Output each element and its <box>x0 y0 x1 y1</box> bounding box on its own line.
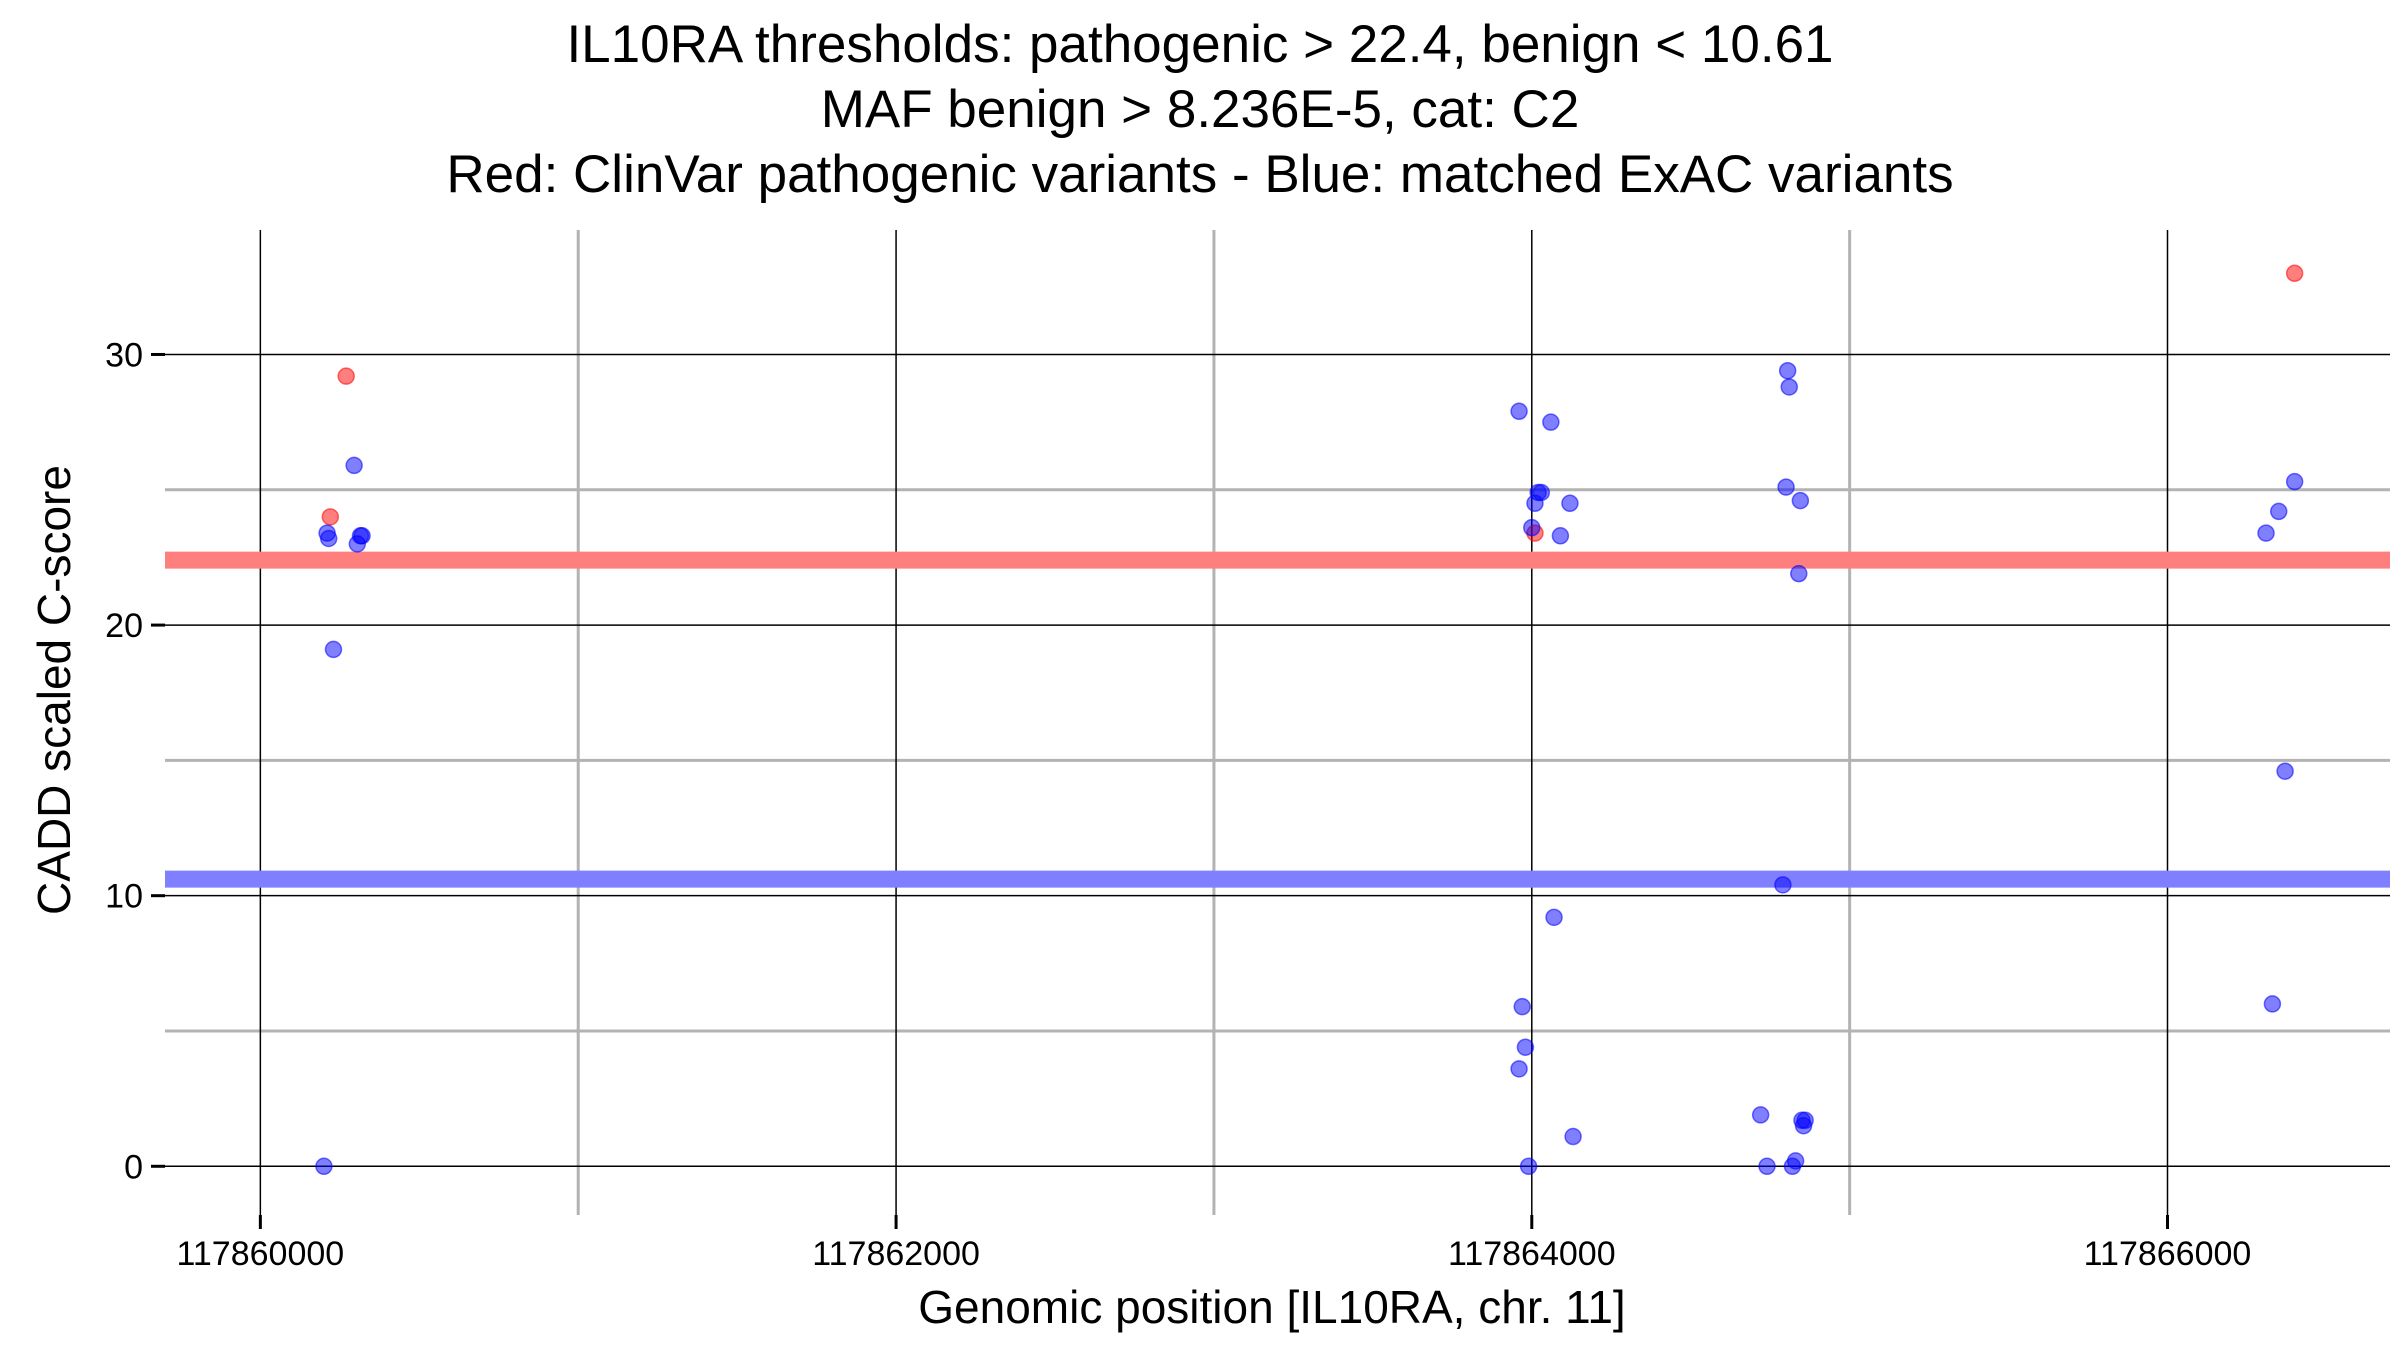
data-point <box>1777 478 1795 496</box>
data-point <box>337 367 355 385</box>
x-tick-label: 117860000 <box>177 1235 345 1273</box>
data-point <box>1510 402 1528 421</box>
data-point <box>2263 995 2282 1013</box>
data-point <box>1564 1127 1582 1146</box>
data-point <box>1751 1106 1770 1124</box>
data-point <box>1796 1111 1814 1130</box>
y-tick-label: 10 <box>105 878 143 916</box>
axis-ticks <box>151 352 2169 1229</box>
data-point <box>353 527 371 545</box>
data-point <box>1523 518 1541 537</box>
tick-labels: 117860000 117862000 117864000 117866000 0 10 2… <box>105 336 2251 1273</box>
data-point <box>1774 876 1792 894</box>
threshold-lines <box>165 551 2390 888</box>
y-tick-label: 0 <box>124 1148 143 1186</box>
data-point <box>315 1157 333 1176</box>
y-axis-label: CADD scaled C-score <box>28 465 80 915</box>
data-point <box>1545 908 1563 927</box>
data-point <box>321 508 340 526</box>
data-points <box>315 264 2304 1176</box>
data-point <box>1561 494 1579 513</box>
data-point <box>1791 491 1810 510</box>
data-point <box>1513 997 1531 1016</box>
data-point <box>1516 1038 1535 1056</box>
data-point <box>1551 527 1570 545</box>
major-gridlines <box>165 230 2390 1215</box>
y-tick-label: 20 <box>105 607 143 645</box>
data-point <box>1780 378 1798 396</box>
data-point <box>345 456 363 475</box>
x-tick-label: 117862000 <box>812 1235 980 1273</box>
data-point <box>2276 762 2294 780</box>
data-point <box>2285 472 2304 491</box>
chart-title: IL10RA thresholds: pathogenic > 22.4, be… <box>0 12 2400 207</box>
data-point <box>2270 502 2288 521</box>
data-point <box>1519 1157 1538 1176</box>
title-line-3: Red: ClinVar pathogenic variants - Blue:… <box>446 145 1954 204</box>
data-point <box>319 529 338 548</box>
data-point <box>1542 413 1560 431</box>
data-point <box>1790 564 1808 583</box>
x-tick-label: 117866000 <box>2084 1235 2252 1273</box>
data-point <box>324 640 343 659</box>
data-point <box>2285 264 2304 283</box>
data-point <box>1532 483 1551 502</box>
x-axis-label: Genomic position [IL10RA, chr. 11] <box>918 1281 1625 1333</box>
data-point <box>1778 361 1797 380</box>
title-line-1: IL10RA thresholds: pathogenic > 22.4, be… <box>566 15 1834 74</box>
data-point <box>1758 1157 1776 1176</box>
data-point <box>1510 1060 1528 1078</box>
minor-gridlines <box>165 230 2390 1215</box>
data-point <box>2257 524 2275 542</box>
data-point <box>1786 1152 1805 1170</box>
x-tick-label: 117864000 <box>1448 1235 1616 1273</box>
y-tick-label: 30 <box>105 336 143 374</box>
title-line-2: MAF benign > 8.236E-5, cat: C2 <box>820 80 1580 139</box>
